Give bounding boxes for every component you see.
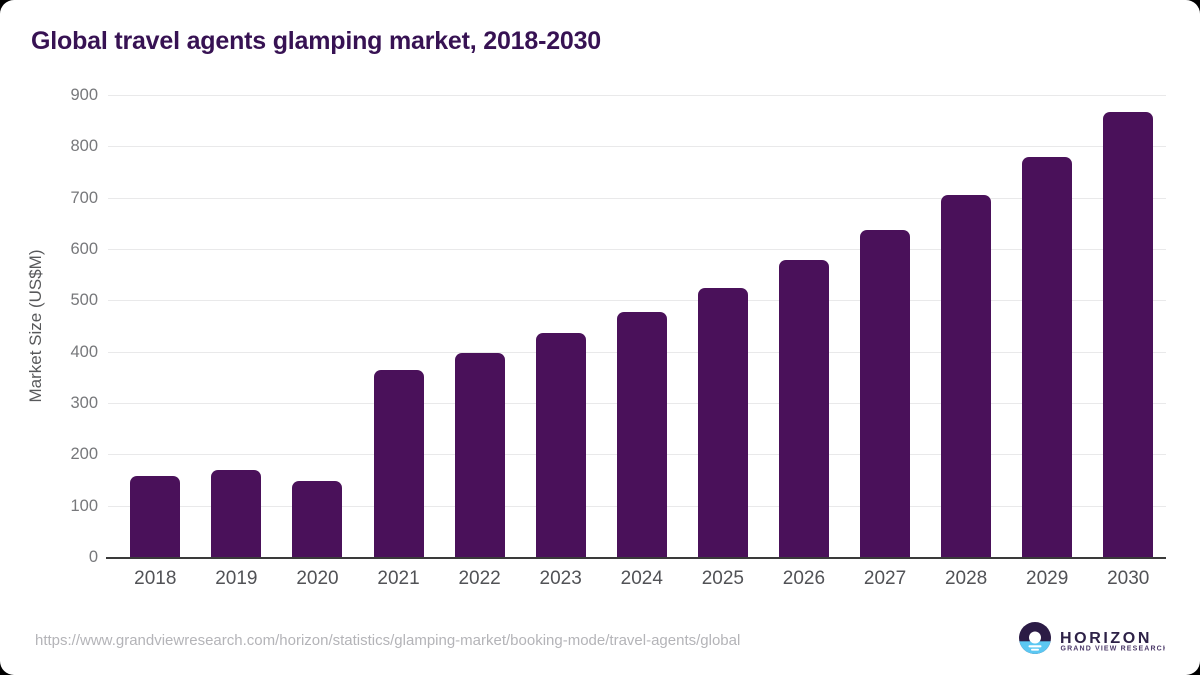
bar-2019: [211, 469, 262, 557]
chart-title: Global travel agents glamping market, 20…: [31, 27, 602, 55]
gridline-900: [108, 95, 1166, 96]
bar-2026: [778, 260, 829, 557]
y-tick-label-500: 500: [70, 291, 98, 310]
x-tick-label-2023: 2023: [539, 568, 582, 589]
y-tick-label-400: 400: [70, 342, 98, 361]
horizon-logo-graphic: HORIZON GRAND VIEW RESEARCH: [1019, 622, 1168, 654]
bar-2018: [130, 476, 181, 557]
y-tick-label-800: 800: [70, 137, 98, 156]
x-tick-label-2028: 2028: [944, 568, 988, 589]
x-tick-label-2030: 2030: [1107, 568, 1150, 589]
x-tick-label-2019: 2019: [215, 568, 258, 589]
horizon-sun-icon: [1019, 622, 1051, 654]
y-tick-label-300: 300: [70, 394, 98, 412]
bar-2028: [941, 194, 992, 557]
bar-2022: [454, 352, 505, 557]
horizon-logo: HORIZON GRAND VIEW RESEARCH: [1005, 612, 1168, 662]
x-tick-label-2024: 2024: [620, 568, 663, 589]
x-tick-label-2020: 2020: [296, 568, 339, 589]
source-url: https://www.grandviewresearch.com/horizo…: [35, 632, 741, 649]
gridline-800: [108, 146, 1166, 148]
x-tick-label-2025: 2025: [701, 568, 744, 589]
y-tick-label-600: 600: [70, 240, 98, 258]
y-axis-title: Market Size (US$M): [26, 249, 45, 403]
horizon-logo-subtitle: GRAND VIEW RESEARCH: [1061, 646, 1166, 653]
y-tick-label-200: 200: [70, 445, 98, 464]
x-tick-label-2022: 2022: [458, 568, 501, 589]
x-tick-label-2027: 2027: [863, 568, 907, 589]
x-tick-label-2021: 2021: [377, 568, 420, 589]
bar-2021: [373, 370, 424, 557]
bar-2029: [1022, 156, 1073, 557]
bar-2023: [535, 332, 586, 557]
bar-2030: [1103, 112, 1154, 557]
plot-area: [106, 95, 1166, 559]
bar-2024: [616, 312, 667, 557]
y-tick-label-700: 700: [70, 188, 98, 207]
y-tick-label-0: 0: [88, 548, 98, 566]
y-tick-label-100: 100: [70, 496, 98, 515]
bar-2020: [292, 480, 343, 557]
bar-2025: [697, 287, 748, 557]
y-tick-label-900: 900: [70, 86, 98, 104]
x-tick-label-2018: 2018: [134, 568, 177, 589]
horizon-logo-name: HORIZON: [1060, 630, 1152, 647]
gridline-600: [108, 249, 1166, 250]
x-tick-label-2026: 2026: [782, 568, 826, 589]
bar-2027: [860, 229, 911, 557]
x-tick-label-2029: 2029: [1026, 568, 1069, 589]
gridline-700: [108, 197, 1166, 199]
gridline-500: [108, 300, 1166, 302]
